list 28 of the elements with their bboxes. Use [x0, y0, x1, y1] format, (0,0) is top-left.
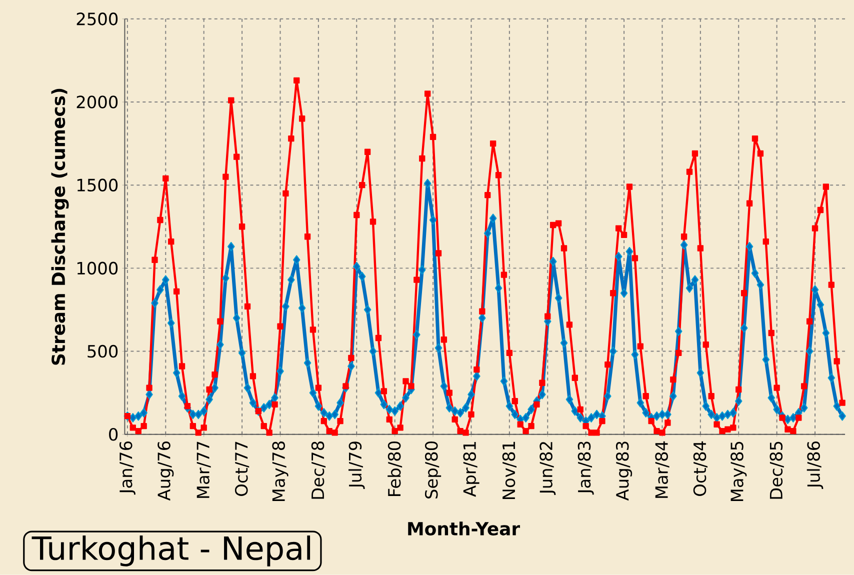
y-tick-label: 2500: [76, 12, 118, 26]
x-tick-label: Oct/84: [693, 441, 708, 496]
x-tick-label: Dec/85: [770, 442, 784, 499]
x-tick-label: May/85: [730, 442, 747, 502]
x-axis-title: Month-Year: [408, 522, 520, 536]
x-tick-label: Jul/79: [348, 442, 365, 490]
y-axis-title: Stream Discharge (cumecs): [51, 88, 69, 365]
x-tick-label: Jul/86: [806, 442, 824, 490]
y-tick-label: 500: [88, 344, 118, 358]
x-tick-label: May/78: [272, 442, 288, 502]
x-tick-label: Mar/77: [196, 442, 211, 498]
x-tick-label: Sep/80: [424, 442, 442, 499]
x-tick-label: Mar/84: [655, 441, 670, 498]
y-tick-label: 0: [109, 428, 118, 441]
x-tick-label: Jan/83: [578, 442, 594, 495]
x-tick-label: Jun/82: [540, 442, 556, 496]
x-tick-label: Oct/77: [234, 442, 250, 496]
y-tick-label: 1500: [77, 178, 118, 192]
x-tick-label: Nov/81: [502, 442, 517, 500]
text: Turkoghat - Nepal: [32, 536, 310, 566]
x-tick-label: Dec/78: [311, 442, 326, 499]
x-tick-label: Aug/83: [616, 442, 632, 501]
x-tick-label: Aug/76: [158, 442, 174, 501]
x-tick-label: Apr/81: [463, 442, 480, 497]
x-tick-label: Jan/76: [119, 442, 136, 495]
y-tick-label: 1000: [77, 262, 118, 275]
y-tick-label: 2000: [76, 96, 118, 108]
x-tick-label: Feb/80: [388, 442, 402, 496]
